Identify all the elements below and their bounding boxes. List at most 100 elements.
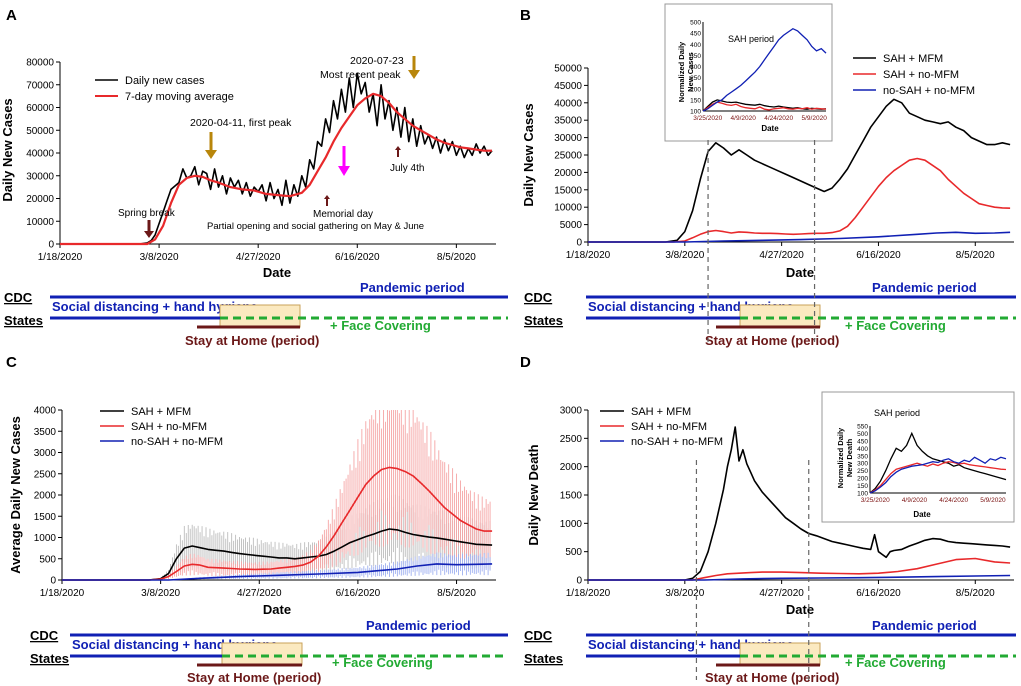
annotation-first-peak: 2020-04-11, first peak [190,117,292,129]
series-line-no-sah-no-mfm [62,563,493,581]
y-tick-label: 1500 [34,512,57,523]
x-tick-label: 1/18/2020 [38,252,83,263]
y-tick-label: 20000 [554,168,582,179]
inset-x-tick-label: 3/25/2020 [693,115,722,122]
panel-b-inset-ylabel2: New Cases [686,52,695,92]
timeline-b-face: + Face Covering [845,318,946,333]
panel-a-legend-ma: 7-day moving average [125,91,234,103]
timeline-d-pandemic: Pandemic period [872,618,977,633]
inset-y-tick-label: 150 [690,97,701,104]
y-tick-label: 30000 [26,171,54,182]
timeline-a: CDC States Pandemic period Social distan… [4,280,508,348]
x-tick-label: 3/8/2020 [141,588,180,599]
panel-c-legend-1: SAH + no-MFM [131,421,207,433]
panel-a-legend-daily: Daily new cases [125,75,205,87]
inset-x-tick-label: 4/9/2020 [902,497,928,504]
y-tick-label: 10000 [554,203,582,214]
inset-y-tick-label: 150 [857,483,868,490]
inset-series-no-sah-no-mfm [869,456,1007,494]
inset-x-tick-label: 4/24/2020 [764,115,793,122]
y-tick-label: 1000 [560,519,583,530]
panel-c-letter: C [6,354,17,371]
panel-d-legend-0: SAH + MFM [631,406,691,418]
inset-series-sah-mfm [869,431,1007,494]
y-tick-label: 2000 [34,491,57,502]
timeline-d-sah: Stay at Home (period) [705,670,839,685]
timeline-c-sah: Stay at Home (period) [187,670,321,685]
series-line-sah-mfm [588,98,1011,243]
timeline-d-states: States [524,651,563,666]
panel-a-plot: 0 10000 20000 30000 40000 50000 60000 70000 8000… [26,58,496,263]
y-tick-label: 60000 [26,103,54,114]
timeline-b-cdc: CDC [524,290,553,305]
y-tick-label: 45000 [554,81,582,92]
timeline-c-face: + Face Covering [332,655,433,670]
inset-x-tick-label: 3/25/2020 [861,497,890,504]
x-tick-label: 6/16/2020 [856,588,901,599]
annotation-memorial: Memorial day [313,209,373,220]
timeline-b-sah: Stay at Home (period) [705,333,839,348]
panel-d-inset-ylabel1: Normalized Daily [836,427,845,488]
y-tick-label: 50000 [26,126,54,137]
timeline-b-states: States [524,313,563,328]
y-tick-label: 40000 [554,98,582,109]
timeline-d: CDC States Pandemic period Social distan… [524,618,1016,685]
timeline-c-cdc: CDC [30,628,59,643]
inset-x-tick-label: 4/24/2020 [939,497,968,504]
x-tick-label: 8/5/2020 [437,588,476,599]
series-line-sah-no-mfm [62,466,493,581]
inset-x-tick-label: 5/9/2020 [802,115,828,122]
arrow-recent-peak-head [408,70,420,79]
panel-d-inset-frame [821,391,1015,523]
panel-d-inset-title: SAH period [874,408,920,418]
timeline-a-states: States [4,313,43,328]
timeline-c-states: States [30,651,69,666]
inset-y-tick-label: 350 [857,453,868,460]
y-tick-label: 70000 [26,80,54,91]
timeline-a-sah: Stay at Home (period) [185,333,319,348]
annotation-recent-peak: Most recent peak [320,69,401,81]
panel-b-inset-title: SAH period [728,34,774,44]
x-tick-label: 3/8/2020 [140,252,179,263]
series-line-sah-mfm [588,426,1011,581]
y-tick-label: 10000 [26,217,54,228]
panel-d-legend-2: no-SAH + no-MFM [631,436,723,448]
annotation-july: July 4th [390,163,424,174]
y-tick-label: 25000 [554,151,582,162]
timeline-c: CDC States Pandemic period Social distan… [30,618,508,685]
y-tick-label: 3500 [34,427,57,438]
arrow-reopening-head [338,166,350,176]
x-tick-label: 8/5/2020 [956,588,995,599]
timeline-b: CDC States Pandemic period Social distan… [524,280,1016,348]
inset-y-tick-label: 100 [690,109,701,116]
x-tick-label: 8/5/2020 [437,252,476,263]
series-line-sah-no-mfm [588,557,1011,581]
inset-y-tick-label: 450 [690,31,701,38]
timeline-b-pandemic: Pandemic period [872,280,977,295]
y-tick-label: 2500 [34,469,57,480]
panel-c-plot: 0 500 1000 1500 2000 2500 3000 3500 4000 1/18/202… [34,406,496,599]
y-tick-label: 0 [576,576,582,587]
arrow-spring-break-head [144,231,154,238]
panel-d-inset-xlabel: Date [913,510,931,519]
x-tick-label: 1/18/2020 [566,588,611,599]
panel-d-xlabel: Date [786,602,814,617]
panel-c-ylabel: Average Daily New Cases [8,416,23,574]
x-tick-label: 4/27/2020 [759,250,804,261]
inset-y-tick-label: 550 [857,424,868,431]
panel-d-plot: 0 500 1000 1500 2000 2500 3000 1/18/2020 3/8/202… [560,406,1014,599]
panel-d-letter: D [520,354,531,371]
panel-b-inset-frame [664,3,833,142]
panel-c-legend-2: no-SAH + no-MFM [131,436,223,448]
timeline-c-pandemic: Pandemic period [366,618,471,633]
x-tick-label: 4/27/2020 [236,252,281,263]
y-tick-label: 80000 [26,58,54,69]
y-tick-label: 1500 [560,491,583,502]
panel-b-legend-1: SAH + no-MFM [883,69,959,81]
panel-a-xlabel: Date [263,265,291,280]
panel-c: C 0 500 1000 1500 2000 2500 3000 3500 4000 1/18/2… [6,354,496,617]
inset-x-tick-label: 5/9/2020 [980,497,1006,504]
y-tick-label: 30000 [554,133,582,144]
inset-y-tick-label: 500 [857,431,868,438]
x-tick-label: 6/16/2020 [336,588,381,599]
